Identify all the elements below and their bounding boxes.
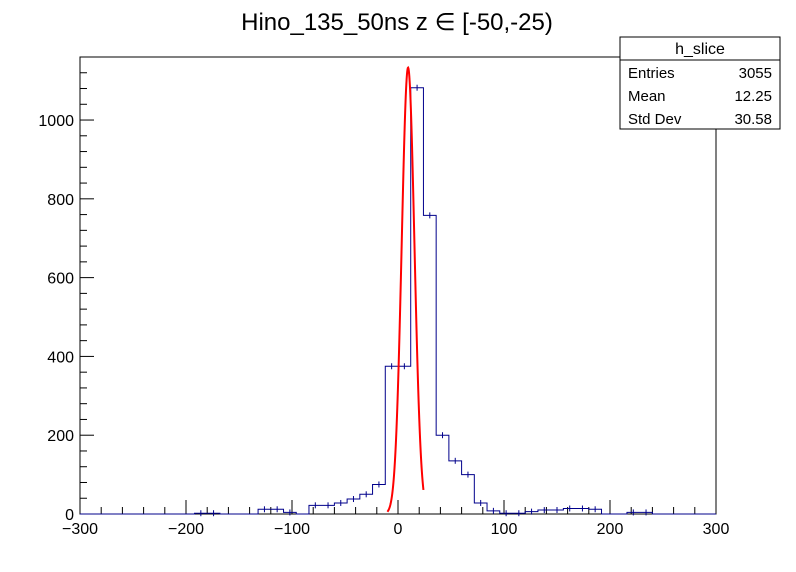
x-tick-label: 200 xyxy=(597,521,624,538)
stats-box: h_slice Entries 3055 Mean 12.25 Std Dev … xyxy=(619,36,781,130)
y-tick-label: 1000 xyxy=(38,113,74,130)
stats-entries-label: Entries xyxy=(628,65,675,82)
x-tick-label: −200 xyxy=(168,521,204,538)
x-tick-label: 0 xyxy=(394,521,403,538)
y-tick-label: 0 xyxy=(65,507,74,524)
x-tick-label: 300 xyxy=(703,521,730,538)
x-tick-label: −100 xyxy=(274,521,310,538)
histogram-outline xyxy=(80,87,716,515)
stats-entries-value: 3055 xyxy=(739,65,772,82)
stats-stddev-value: 30.58 xyxy=(734,111,772,128)
stats-mean-label: Mean xyxy=(628,88,666,105)
x-tick-label: −300 xyxy=(62,521,98,538)
y-tick-label: 400 xyxy=(47,349,74,366)
stats-stddev-label: Std Dev xyxy=(628,111,682,128)
y-tick-label: 200 xyxy=(47,428,74,445)
axis-ticks xyxy=(79,56,717,515)
chart-title: Hino_135_50ns z ∈ [-50,-25) xyxy=(241,9,553,36)
x-tick-label: 100 xyxy=(491,521,518,538)
y-tick-label: 600 xyxy=(47,271,74,288)
y-tick-label: 800 xyxy=(47,192,74,209)
stats-box-title: h_slice xyxy=(675,41,725,58)
gaussian-fit-curve xyxy=(386,65,425,513)
axis-tick-labels: −300 −200 −100 0 100 200 300 0 200 400 600 800 1000 xyxy=(38,113,729,538)
stats-mean-value: 12.25 xyxy=(734,88,772,105)
stats-box-frame xyxy=(619,36,781,130)
